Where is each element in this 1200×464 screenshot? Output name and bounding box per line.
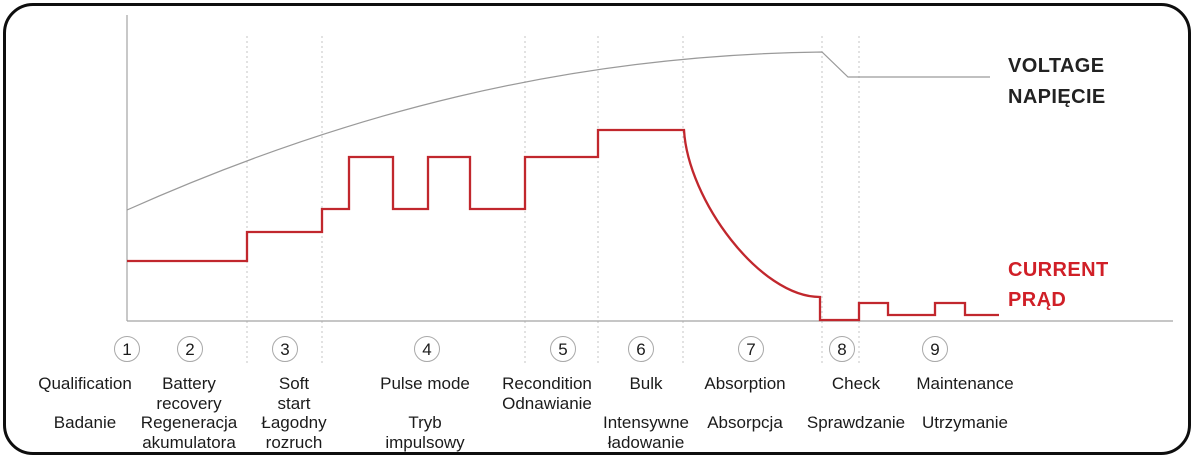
stage-number: 2 [185, 339, 195, 359]
stage-label-pl: rozruch [265, 432, 323, 452]
stage-number: 7 [746, 339, 756, 359]
stage-label-en: Battery [162, 374, 216, 393]
stage-circle-9: 9 [922, 336, 948, 362]
stage-circle-5: 5 [550, 336, 576, 362]
stage-label-en: Pulse mode [380, 374, 470, 393]
stage-circle-6: 6 [628, 336, 654, 362]
stage-label-pl: Łagodny [261, 413, 327, 432]
stage-label-en: Recondition [502, 374, 592, 393]
stage-label-pl: impulsowy [385, 432, 465, 452]
stage-label-pl: Sprawdzanie [806, 413, 906, 432]
voltage-curve [126, 51, 990, 211]
voltage-legend-en: VOLTAGE [1008, 55, 1105, 77]
stage-label-en: start [277, 393, 311, 413]
stage-label-en: Qualification [38, 374, 132, 393]
stage-number: 9 [930, 339, 940, 359]
stage-circle-3: 3 [272, 336, 298, 362]
stage-divider-lines [246, 36, 860, 363]
stage-circle-1: 1 [114, 336, 140, 362]
stage-circle-7: 7 [738, 336, 764, 362]
stage-circle-8: 8 [829, 336, 855, 362]
current-legend-pl: PRĄD [1008, 289, 1067, 311]
axes [126, 15, 1173, 322]
stage-number: 1 [122, 339, 132, 359]
stage-label-pl: Odnawianie [502, 393, 592, 413]
stage-number: 4 [422, 339, 432, 359]
stage-circle-4: 4 [414, 336, 440, 362]
stage-number: 3 [280, 339, 290, 359]
stage-label-pl: Utrzymanie [922, 413, 1008, 432]
stage-label-pl: Absorpcja [707, 413, 783, 432]
stage-label-en: Maintenance [916, 374, 1014, 393]
current-legend-en: CURRENT [1008, 259, 1109, 281]
stage-number: 6 [636, 339, 646, 359]
stage-label-en: Bulk [629, 374, 663, 393]
stage-label-en: recovery [156, 393, 222, 413]
stage-label-en: Absorption [704, 374, 786, 393]
stage-label-en: Check [831, 374, 881, 393]
stage-label-pl: Intensywne [603, 413, 689, 432]
stage-label-pl: Regeneracja [140, 413, 238, 432]
curves [126, 51, 999, 322]
stage-number: 5 [558, 339, 568, 359]
stage-number: 8 [837, 339, 847, 359]
stage-label-en: Soft [278, 374, 310, 393]
voltage-legend-pl: NAPIĘCIE [1008, 86, 1106, 108]
stage-circle-2: 2 [177, 336, 203, 362]
current-curve [127, 128, 999, 322]
stage-label-pl: akumulatora [142, 432, 236, 452]
stage-label-pl: ładowanie [607, 432, 685, 452]
stage-label-pl: Tryb [408, 413, 442, 432]
stage-label-pl: Badanie [53, 413, 117, 432]
